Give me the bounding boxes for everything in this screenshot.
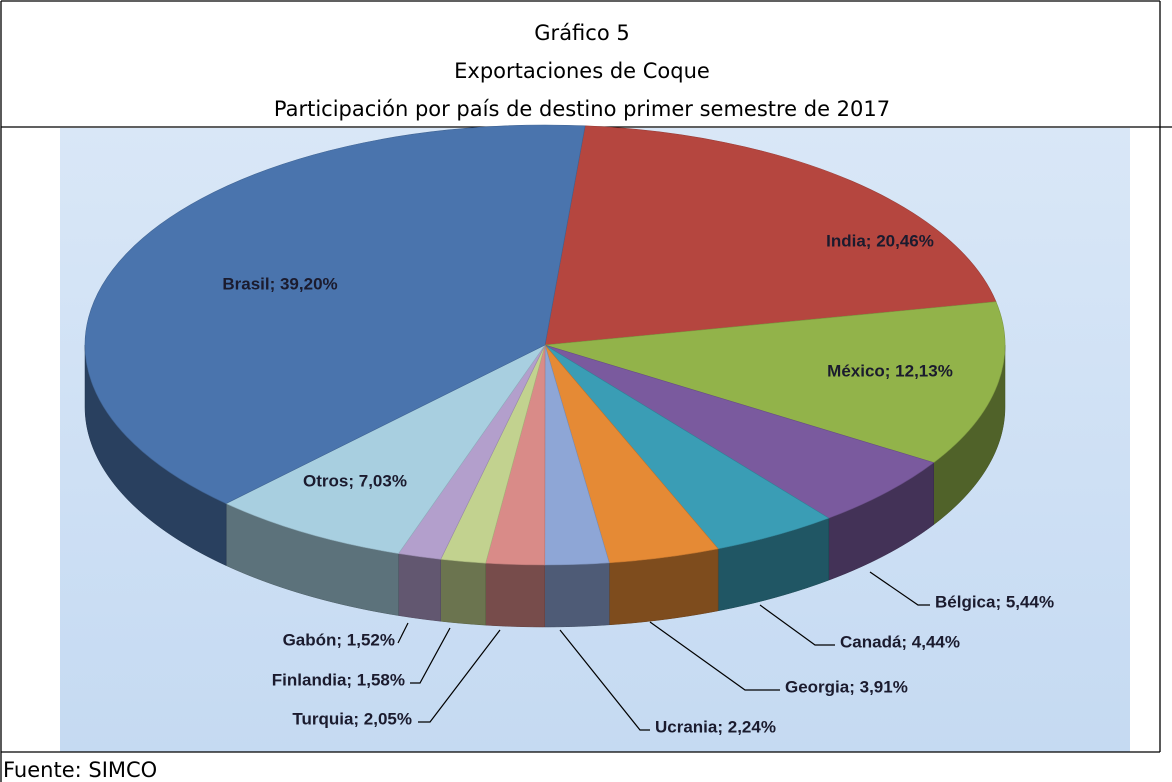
title: Participación por país de destino primer… [274,97,890,121]
leader-line [410,627,451,684]
data-label: Otros; 7,03% [303,471,407,490]
data-label: Canadá; 4,44% [840,632,960,651]
leader-line [559,629,650,731]
data-label: Brasil; 39,20% [222,274,337,293]
slice [544,301,1006,463]
pie: India; 20,46% México; 12,13% Bélgica; 5,44… [84,124,1054,736]
slice-side [440,558,486,626]
leader-line [649,621,780,691]
source: Fuente: SIMCO [3,758,157,782]
slice-side [544,562,610,628]
slice [544,344,935,519]
data-label: Finlandia; 1,58% [272,670,405,689]
data-label: India; 20,46% [826,231,934,250]
leader-line [869,571,930,606]
leader-line [418,629,501,723]
data-label: Georgia; 3,91% [785,677,908,696]
slice-side [398,553,441,622]
data-label: Bélgica; 5,44% [935,592,1054,611]
leader-line [397,622,409,644]
slice [84,124,586,504]
leader-line [759,604,835,646]
slice-side [485,562,545,628]
data-label: Ucrania; 2,24% [655,717,776,736]
data-label: Turquia; 2,05% [292,709,412,728]
data-label: México; 12,13% [827,361,953,380]
title: Exportaciones de Coque [454,59,710,83]
slice [225,344,546,554]
data-label: Gabón; 1,52% [283,630,395,649]
title: Gráfico 5 [534,21,629,45]
slice [544,125,997,346]
